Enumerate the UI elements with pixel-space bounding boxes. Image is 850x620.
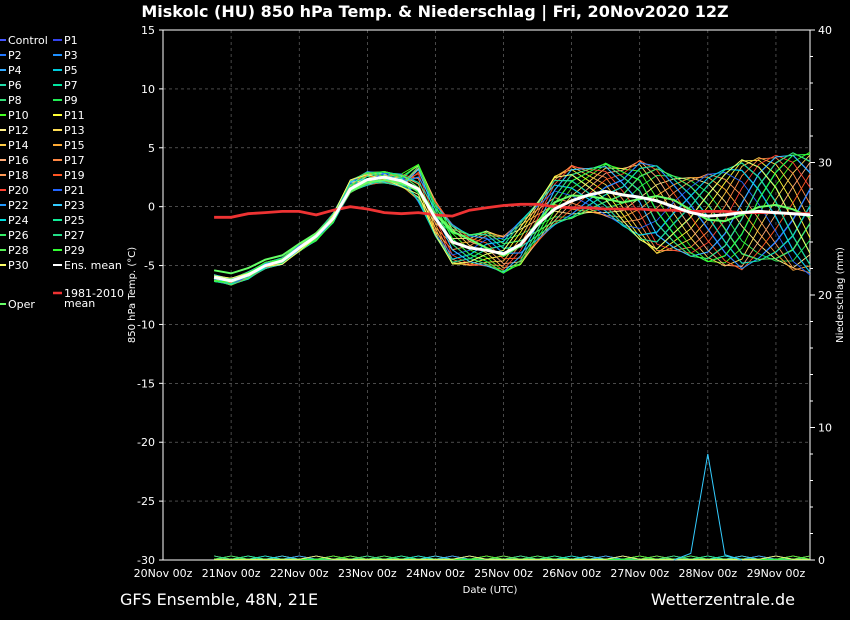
legend: Control P2 P4 P6 P8 P10 P12 P14 P16 P18 P20 P22 P24 P… — [0, 34, 124, 311]
legend-label: P24 — [8, 214, 29, 227]
legend-label: P30 — [8, 259, 29, 272]
y-tick-label-left: -15 — [137, 377, 155, 390]
legend-label: P16 — [8, 154, 29, 167]
y-tick-label-right: 10 — [818, 422, 832, 435]
precip-line-p30 — [214, 555, 810, 560]
legend-label: P2 — [8, 49, 22, 62]
legend-label: P29 — [64, 244, 85, 257]
y-tick-label-left: 5 — [148, 142, 155, 155]
y-tick-label-left: 15 — [141, 24, 155, 37]
y-tick-label-right: 20 — [818, 289, 832, 302]
y-tick-label-left: -20 — [137, 436, 155, 449]
legend-label: P1 — [64, 34, 78, 47]
legend-label: P26 — [8, 229, 29, 242]
footer-model: GFS Ensemble, 48N, 21E — [120, 590, 318, 609]
legend-label: P15 — [64, 139, 85, 152]
x-tick-label: 24Nov 00z — [406, 567, 465, 580]
y-tick-label-left: -25 — [137, 495, 155, 508]
x-tick-label: 22Nov 00z — [270, 567, 329, 580]
legend-label: P25 — [64, 214, 85, 227]
y-tick-label-left: -5 — [144, 260, 155, 273]
y-tick-label-right: 40 — [818, 24, 832, 37]
y-tick-label-left: -10 — [137, 318, 155, 331]
series-group — [213, 151, 811, 561]
x-tick-label: 21Nov 00z — [202, 567, 261, 580]
x-tick-label: 28Nov 00z — [678, 567, 737, 580]
x-axis-label: Date (UTC) — [463, 585, 518, 596]
legend-label: P28 — [8, 244, 29, 257]
legend-label: P10 — [8, 109, 29, 122]
legend-label: P22 — [8, 199, 29, 212]
axes: 20Nov 00z 21Nov 00z 22Nov 00z 23Nov 00z 24No… — [134, 24, 832, 580]
legend-label: P6 — [8, 79, 22, 92]
legend-label: P3 — [64, 49, 78, 62]
y-tick-label-left: 10 — [141, 83, 155, 96]
legend-label: P9 — [64, 94, 78, 107]
footer-source: Wetterzentrale.de — [651, 590, 795, 609]
x-tick-label: 27Nov 00z — [610, 567, 669, 580]
legend-label: P13 — [64, 124, 85, 137]
series-line-p26 — [214, 152, 811, 280]
series-line-p29 — [214, 154, 811, 283]
legend-label: P17 — [64, 154, 85, 167]
chart-title: Miskolc (HU) 850 hPa Temp. & Niederschla… — [141, 2, 728, 22]
legend-label: P21 — [64, 184, 85, 197]
legend-label: P5 — [64, 64, 78, 77]
series-line-oper — [213, 179, 811, 275]
legend-label: P12 — [8, 124, 29, 137]
x-tick-label: 20Nov 00z — [134, 567, 193, 580]
legend-label-climate-mean: mean — [64, 297, 95, 310]
grid — [163, 30, 810, 560]
legend-label: P20 — [8, 184, 29, 197]
x-tick-label: 23Nov 00z — [338, 567, 397, 580]
y-tick-label-right: 0 — [818, 554, 825, 567]
legend-label: P18 — [8, 169, 29, 182]
legend-label: P7 — [64, 79, 78, 92]
legend-label-climate-years: 1981-2010 — [64, 287, 124, 300]
series-line-p3 — [214, 165, 811, 284]
precip-spike-line — [673, 453, 743, 561]
plot-frame — [162, 29, 811, 561]
legend-label: P23 — [64, 199, 85, 212]
y-tick-label-left: -30 — [137, 554, 155, 567]
legend-label: Control — [8, 34, 48, 47]
y-axis-left-label: 850 hPa Temp. (°C) — [127, 247, 138, 343]
x-tick-label: 26Nov 00z — [542, 567, 601, 580]
legend-label: Ens. mean — [64, 259, 122, 272]
series-line-climate-mean — [214, 202, 810, 219]
legend-label: P14 — [8, 139, 29, 152]
legend-label: P4 — [8, 64, 22, 77]
series-line-ens-mean — [213, 175, 811, 283]
legend-label-oper: Oper — [8, 298, 35, 311]
y-tick-label-right: 30 — [818, 157, 832, 170]
legend-label: P11 — [64, 109, 85, 122]
y-tick-label-left: 0 — [148, 201, 155, 214]
legend-label: P8 — [8, 94, 22, 107]
legend-label: P27 — [64, 229, 85, 242]
y-axis-right-label: Niederschlag (mm) — [835, 247, 846, 343]
x-tick-label: 25Nov 00z — [474, 567, 533, 580]
x-tick-label: 29Nov 00z — [747, 567, 806, 580]
legend-label: P19 — [64, 169, 85, 182]
